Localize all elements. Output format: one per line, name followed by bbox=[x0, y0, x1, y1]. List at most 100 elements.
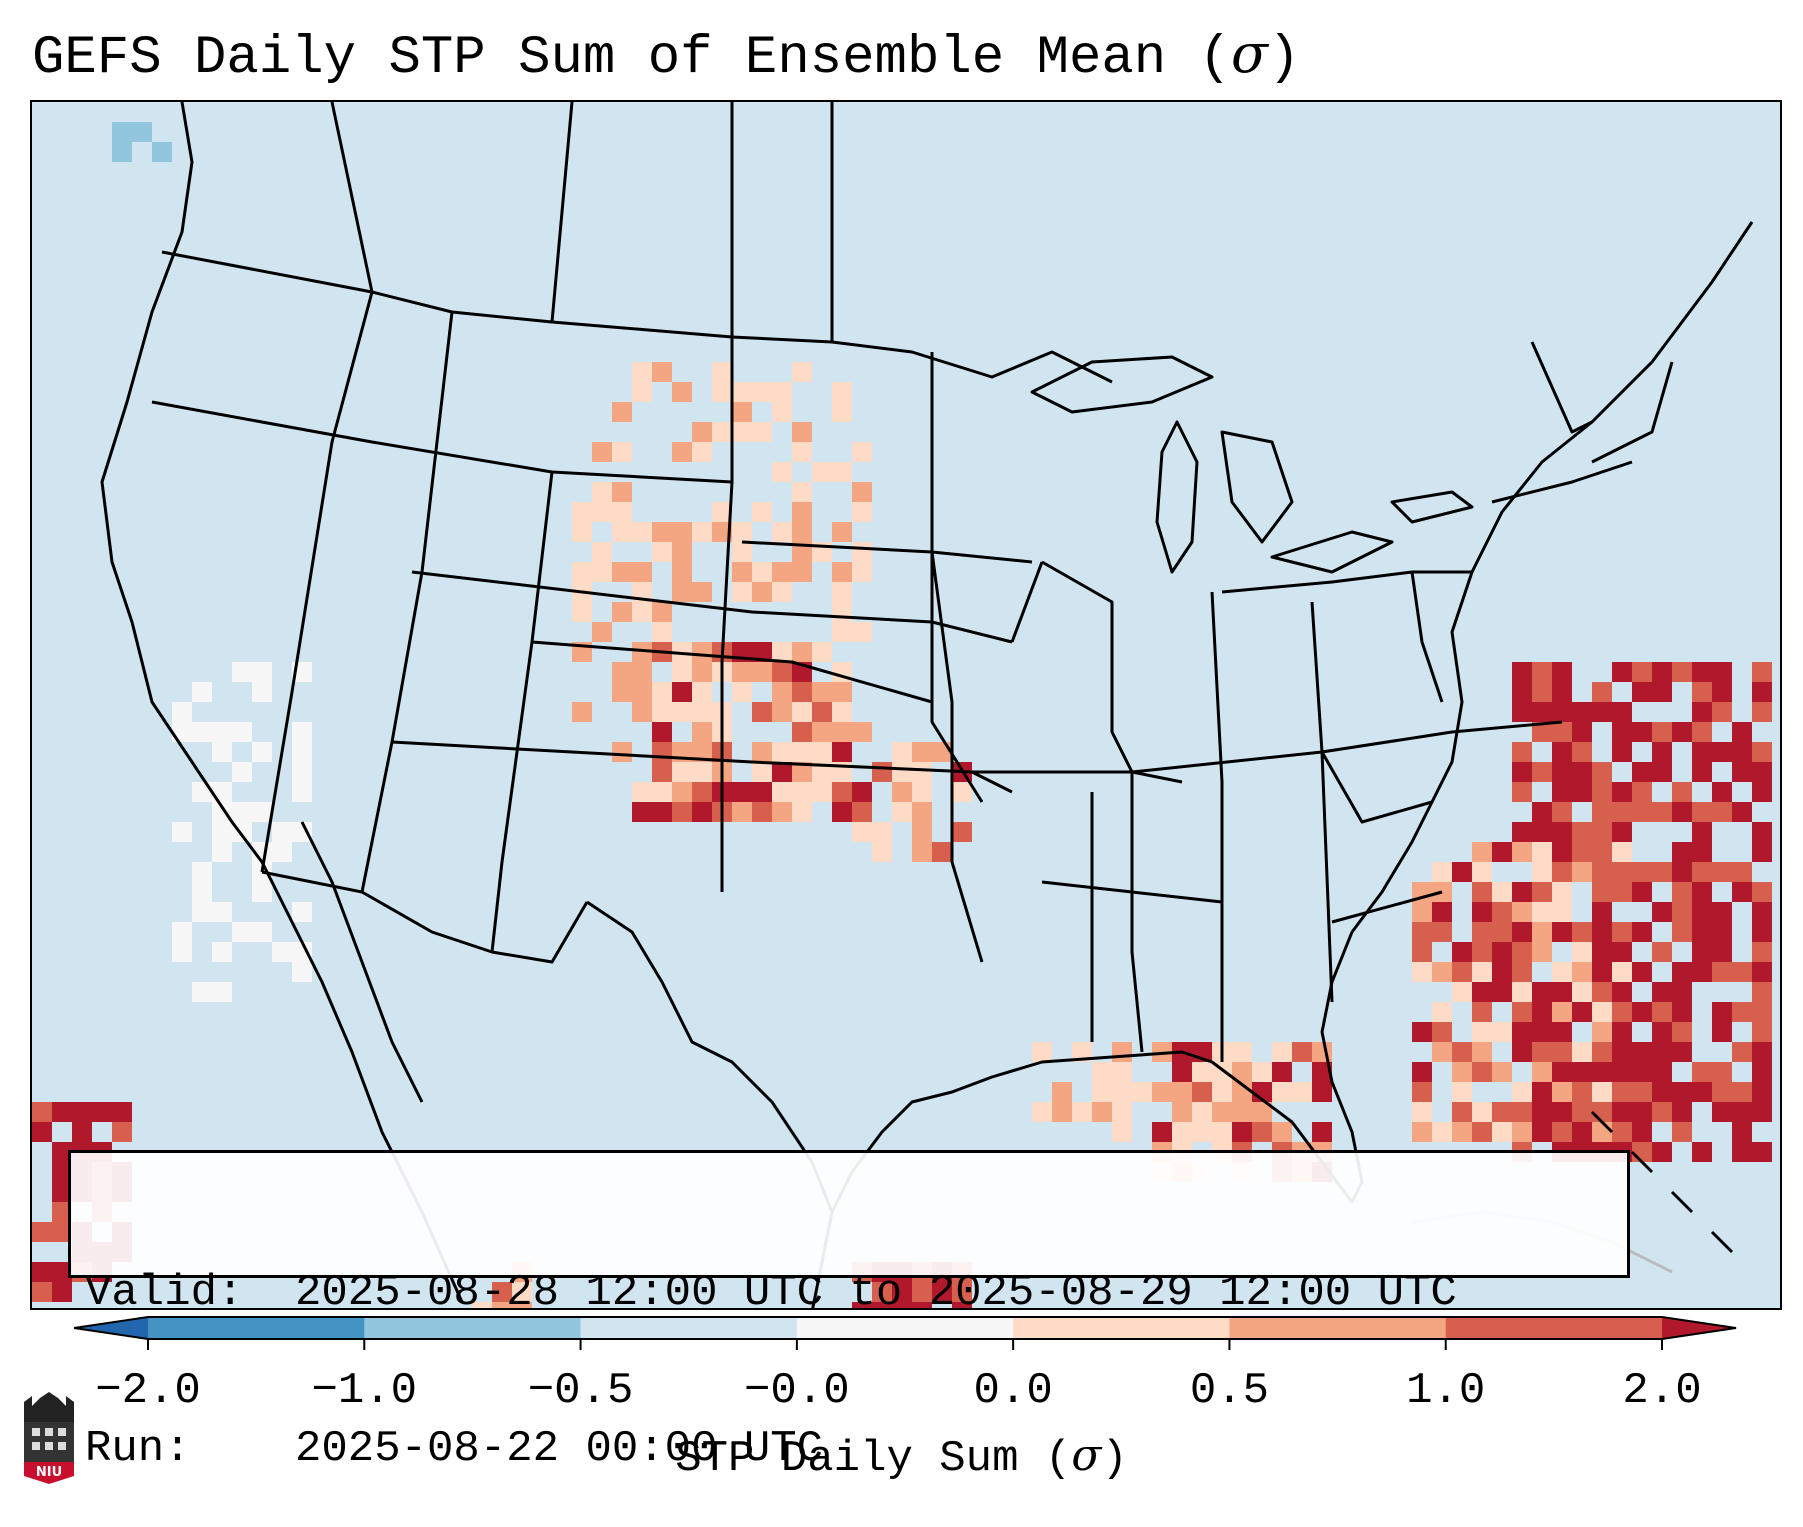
stp-cell bbox=[1672, 882, 1692, 902]
stp-cell bbox=[1712, 702, 1732, 722]
stp-cell bbox=[592, 442, 612, 462]
stp-cell bbox=[1652, 682, 1672, 702]
stp-cell bbox=[1752, 1082, 1772, 1102]
stp-cell bbox=[1592, 902, 1612, 922]
stp-cell bbox=[632, 802, 652, 822]
stp-cell bbox=[1692, 902, 1712, 922]
lake-superior bbox=[1030, 355, 1214, 414]
stp-cell bbox=[1572, 942, 1592, 962]
stp-cell bbox=[832, 802, 852, 822]
stp-cell bbox=[632, 682, 652, 702]
stp-cell bbox=[1512, 882, 1532, 902]
stp-cell bbox=[1552, 1122, 1572, 1142]
stp-cell bbox=[1092, 1082, 1112, 1102]
stp-cell bbox=[772, 702, 792, 722]
stp-cell bbox=[232, 722, 252, 742]
stp-cell bbox=[632, 362, 652, 382]
stp-cell bbox=[492, 1302, 512, 1308]
stp-cell bbox=[1692, 1142, 1712, 1162]
stp-cell bbox=[252, 922, 272, 942]
stp-cell bbox=[1592, 1022, 1612, 1042]
stp-cell bbox=[1592, 962, 1612, 982]
stp-cell bbox=[1752, 882, 1772, 902]
stp-cell bbox=[72, 1102, 92, 1122]
stp-cell bbox=[832, 782, 852, 802]
stp-cell bbox=[1112, 1082, 1132, 1102]
stp-cell bbox=[1712, 902, 1732, 922]
stp-cell bbox=[292, 902, 312, 922]
stp-cell bbox=[1732, 882, 1752, 902]
stp-cell bbox=[1632, 762, 1652, 782]
stp-cell bbox=[1532, 922, 1552, 942]
stp-cell bbox=[812, 462, 832, 482]
stp-cell bbox=[612, 522, 632, 542]
stp-cell bbox=[792, 682, 812, 702]
stp-cell bbox=[1552, 662, 1572, 682]
stp-cell bbox=[852, 822, 872, 842]
stp-cell bbox=[1592, 782, 1612, 802]
stp-cell bbox=[792, 762, 812, 782]
stp-cell bbox=[1552, 882, 1572, 902]
stp-cell bbox=[192, 682, 212, 702]
stp-cell bbox=[1512, 1022, 1532, 1042]
stp-cell bbox=[32, 1102, 52, 1122]
stp-cell bbox=[1512, 742, 1532, 762]
stp-cell bbox=[1492, 1102, 1512, 1122]
stp-cell bbox=[1412, 1102, 1432, 1122]
stp-cell bbox=[1492, 882, 1512, 902]
stp-cell bbox=[1672, 1002, 1692, 1022]
stp-cell bbox=[1212, 1102, 1232, 1122]
stp-cell bbox=[172, 922, 192, 942]
stp-cell bbox=[1512, 902, 1532, 922]
stp-cell bbox=[752, 742, 772, 762]
stp-cell bbox=[852, 782, 872, 802]
lake-erie bbox=[1270, 530, 1394, 574]
stp-cell bbox=[792, 542, 812, 562]
stp-cell bbox=[592, 622, 612, 642]
stp-cell bbox=[832, 682, 852, 702]
stp-cell bbox=[1512, 1082, 1532, 1102]
stp-cell bbox=[1672, 922, 1692, 942]
stp-cell bbox=[1552, 682, 1572, 702]
stp-cell bbox=[892, 742, 912, 762]
stp-cell bbox=[1512, 982, 1532, 1002]
stp-cell bbox=[1712, 662, 1732, 682]
stp-cell bbox=[872, 1302, 892, 1308]
stp-cell bbox=[792, 362, 812, 382]
stp-cell bbox=[1712, 862, 1732, 882]
stp-cell bbox=[632, 702, 652, 722]
stp-cell bbox=[1472, 1062, 1492, 1082]
stp-cell bbox=[512, 1302, 532, 1308]
stp-cell bbox=[152, 142, 172, 162]
stp-cell bbox=[512, 1282, 532, 1302]
stp-cell bbox=[1532, 1062, 1552, 1082]
title-close: ) bbox=[1267, 28, 1301, 89]
stp-cell bbox=[812, 742, 832, 762]
stp-cell bbox=[112, 1102, 132, 1122]
stp-cell bbox=[1312, 1042, 1332, 1062]
stp-cell bbox=[52, 1102, 72, 1122]
stp-cell bbox=[1552, 962, 1572, 982]
stp-cell bbox=[1072, 1102, 1092, 1122]
stp-cell bbox=[652, 622, 672, 642]
stp-cell bbox=[1732, 1102, 1752, 1122]
stp-cell bbox=[1672, 782, 1692, 802]
stp-cell bbox=[852, 1302, 872, 1308]
stp-cell bbox=[1572, 982, 1592, 1002]
baja-coast bbox=[300, 821, 424, 1103]
stp-cell bbox=[732, 662, 752, 682]
stp-cell bbox=[272, 842, 292, 862]
stp-cell bbox=[732, 402, 752, 422]
stp-cell bbox=[1752, 942, 1772, 962]
stp-cell bbox=[852, 722, 872, 742]
stp-cell bbox=[1172, 1122, 1192, 1142]
stp-cell bbox=[1612, 742, 1632, 762]
stp-cell bbox=[1692, 662, 1712, 682]
stp-cell bbox=[792, 562, 812, 582]
stp-cell bbox=[772, 402, 792, 422]
stp-cell bbox=[1232, 1062, 1252, 1082]
run-row: Run: 2025-08-22 00:00 UTC bbox=[85, 1423, 1613, 1475]
stp-cell bbox=[32, 1222, 52, 1242]
stp-cell bbox=[832, 742, 852, 762]
stp-cell bbox=[692, 662, 712, 682]
